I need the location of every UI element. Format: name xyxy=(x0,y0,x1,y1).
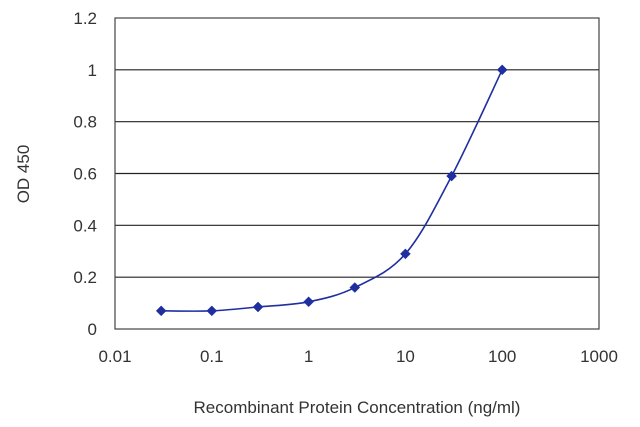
data-point xyxy=(446,170,457,182)
data-point xyxy=(206,305,218,317)
x-tick-label: 10 xyxy=(396,347,415,366)
data-point xyxy=(349,282,361,293)
y-tick-label: 0 xyxy=(88,320,97,339)
data-point xyxy=(400,248,411,260)
data-point xyxy=(303,296,314,308)
x-tick-labels: 0.01 0.1 1 10 100 1000 xyxy=(98,347,617,366)
grid-layer xyxy=(115,69,599,278)
series-line xyxy=(161,69,503,312)
data-point xyxy=(496,64,508,76)
plot-frame xyxy=(114,17,600,330)
x-tick-label: 1000 xyxy=(580,347,618,366)
x-tick-label: 0.1 xyxy=(200,347,224,366)
y-tick-labels: 0 0.2 0.4 0.6 0.8 1 1.2 xyxy=(73,9,97,339)
y-axis-title: OD 450 xyxy=(14,145,33,204)
y-tick-label: 0.4 xyxy=(73,216,97,235)
y-tick-label: 0.8 xyxy=(73,113,97,132)
y-tick-label: 1 xyxy=(88,61,97,80)
marker-layer xyxy=(155,64,508,317)
x-tick-label: 0.01 xyxy=(98,347,131,366)
y-tick-label: 1.2 xyxy=(73,9,97,28)
data-point xyxy=(252,301,264,313)
x-tick-label: 100 xyxy=(488,347,516,366)
y-tick-label: 0.6 xyxy=(73,165,97,184)
curve-layer xyxy=(161,69,503,312)
x-tick-label: 1 xyxy=(304,347,313,366)
data-point xyxy=(155,305,167,317)
x-axis-title: Recombinant Protein Concentration (ng/ml… xyxy=(194,398,521,417)
y-tick-label: 0.2 xyxy=(73,268,97,287)
